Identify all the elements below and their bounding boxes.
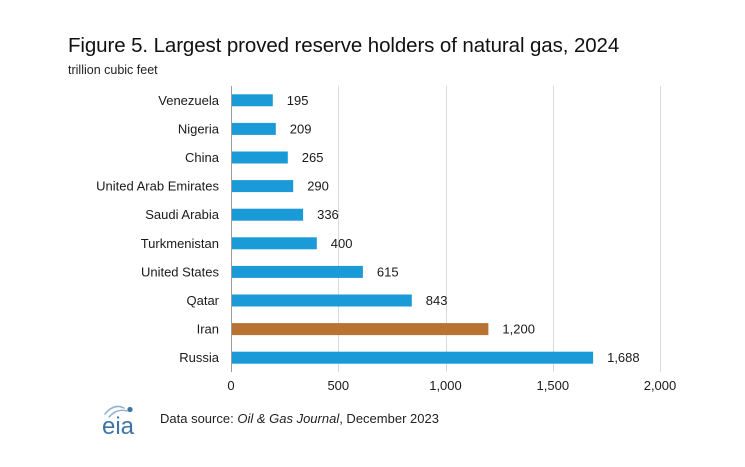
unit-label: trillion cubic feet bbox=[68, 63, 158, 77]
value-label: 1,688 bbox=[607, 350, 640, 365]
category-label: Iran bbox=[197, 322, 219, 337]
value-label: 615 bbox=[377, 264, 399, 279]
bar bbox=[232, 180, 294, 193]
footer: eia Data source: Oil & Gas Journal, Dece… bbox=[100, 398, 439, 438]
bar bbox=[232, 237, 317, 250]
x-tick-label: 1,500 bbox=[537, 378, 570, 393]
category-label: Russia bbox=[179, 350, 220, 365]
category-label: United States bbox=[141, 264, 220, 279]
category-label: Venezuela bbox=[158, 93, 219, 108]
bar bbox=[232, 351, 594, 364]
bar bbox=[232, 208, 304, 221]
value-label: 209 bbox=[290, 121, 312, 136]
bar bbox=[232, 265, 363, 278]
value-label: 843 bbox=[426, 293, 448, 308]
data-source: Data source: Oil & Gas Journal, December… bbox=[160, 411, 439, 426]
bar bbox=[232, 151, 288, 164]
source-suffix: , December 2023 bbox=[339, 410, 439, 426]
category-label: China bbox=[185, 150, 220, 165]
x-tick-label: 2,000 bbox=[644, 378, 677, 393]
eia-logo: eia bbox=[102, 405, 135, 438]
x-tick-label: 1,000 bbox=[429, 378, 462, 393]
bar bbox=[232, 122, 276, 135]
value-label: 400 bbox=[331, 236, 353, 251]
value-label: 290 bbox=[307, 179, 329, 194]
source-prefix: Data source: bbox=[160, 410, 238, 426]
source-publication: Oil & Gas Journal bbox=[237, 410, 340, 426]
eia-logo-text: eia bbox=[102, 413, 135, 438]
category-label: United Arab Emirates bbox=[96, 179, 219, 194]
bar bbox=[232, 294, 412, 307]
category-label: Saudi Arabia bbox=[145, 207, 219, 222]
x-tick-label: 500 bbox=[327, 378, 349, 393]
chart-title: Figure 5. Largest proved reserve holders… bbox=[68, 34, 620, 57]
category-label: Qatar bbox=[186, 293, 219, 308]
bar bbox=[232, 94, 273, 107]
value-label: 1,200 bbox=[502, 322, 535, 337]
value-label: 195 bbox=[287, 93, 309, 108]
value-label: 336 bbox=[317, 207, 339, 222]
category-label: Turkmenistan bbox=[141, 236, 219, 251]
value-label: 265 bbox=[302, 150, 324, 165]
x-tick-label: 0 bbox=[227, 378, 234, 393]
bar bbox=[232, 323, 489, 336]
category-label: Nigeria bbox=[178, 121, 220, 136]
